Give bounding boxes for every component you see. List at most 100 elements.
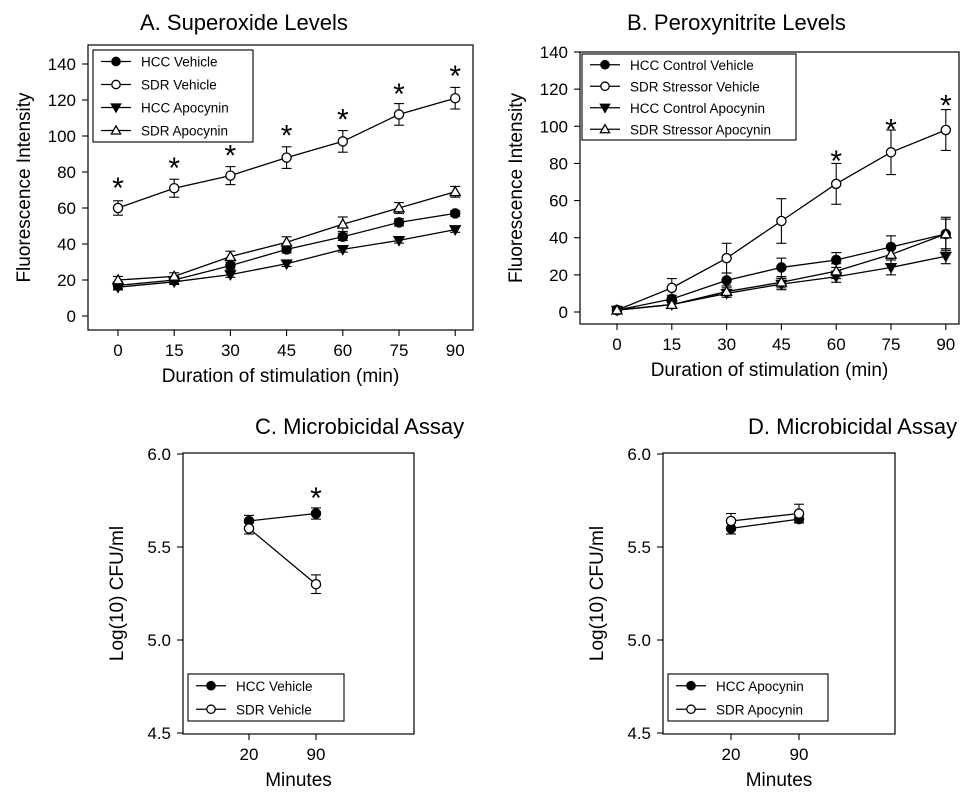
legend-marker xyxy=(599,123,611,134)
y-tick-label: 5.5 xyxy=(147,538,171,557)
x-tick-label: 90 xyxy=(307,745,326,764)
data-point xyxy=(830,264,843,276)
data-point xyxy=(337,136,349,147)
x-tick-label: 75 xyxy=(390,341,409,360)
y-tick-label: 40 xyxy=(57,235,76,254)
legend-label: SDR Stressor Vehicle xyxy=(630,79,760,94)
significance-asterisk: * xyxy=(940,89,952,122)
y-tick-label: 120 xyxy=(48,91,76,110)
y-tick-label: 0 xyxy=(67,307,76,326)
series-sdr-vehicle xyxy=(243,522,322,595)
legend-label: HCC Control Apocynin xyxy=(630,101,765,116)
data-point xyxy=(168,182,180,194)
y-tick-label: 5.0 xyxy=(147,631,171,650)
legend-box xyxy=(667,673,829,722)
panel-title: B. Peroxynitrite Levels xyxy=(627,10,846,35)
data-point xyxy=(665,298,678,310)
y-axis-label: Fluorescence Intensity xyxy=(506,92,527,283)
data-point xyxy=(449,92,461,104)
panel-title: A. Superoxide Levels xyxy=(140,10,348,35)
series-line xyxy=(248,512,317,522)
legend-label: SDR Vehicle xyxy=(236,702,312,717)
panel-title: D. Microbicidal Assay xyxy=(748,414,957,439)
legend-marker xyxy=(599,103,611,114)
significance-asterisk: * xyxy=(449,60,461,93)
series-line xyxy=(730,512,800,522)
y-tick-label: 60 xyxy=(549,192,568,211)
y-tick-label: 80 xyxy=(549,154,568,173)
data-point xyxy=(310,578,322,590)
data-point xyxy=(393,217,405,228)
y-tick-label: 40 xyxy=(549,229,568,248)
x-tick-label: 60 xyxy=(333,341,352,360)
significance-asterisk: * xyxy=(310,482,322,515)
data-point xyxy=(885,147,897,158)
chart-panel-b: B. Peroxynitrite Levels 0 20 40 60 80 100 120 14… xyxy=(506,10,960,381)
data-point xyxy=(111,273,125,285)
series-line xyxy=(248,527,317,585)
data-point xyxy=(168,270,181,281)
panel-title: C. Microbicidal Assay xyxy=(255,414,464,439)
y-axis-label: Log(10) CFU/ml xyxy=(587,526,608,661)
legend: HCC Control Vehicle SDR Stressor Vehicle H… xyxy=(581,53,797,141)
significance-asterisk: * xyxy=(337,103,349,136)
data-point xyxy=(225,170,236,181)
data-point xyxy=(336,217,349,229)
data-point xyxy=(337,231,349,243)
y-axis-label: Fluorescence Intensity xyxy=(14,92,35,283)
legend-label: SDR Vehicle xyxy=(141,78,217,93)
x-tick-label: 20 xyxy=(722,745,741,764)
data-point xyxy=(775,275,788,287)
series-sdr-apocynin xyxy=(725,503,805,529)
y-tick-label: 60 xyxy=(57,199,76,218)
y-tick-label: 120 xyxy=(540,80,568,99)
y-tick-label: 20 xyxy=(549,266,568,285)
data-point xyxy=(112,202,124,214)
x-tick-label: 60 xyxy=(827,335,846,354)
legend: HCC Vehicle SDR Vehicle HCC Apocynin SDR Ap… xyxy=(92,49,254,143)
legend-marker xyxy=(111,56,121,67)
y-tick-label: 100 xyxy=(48,127,76,146)
plot-frame xyxy=(87,44,474,331)
legend-label: HCC Vehicle xyxy=(236,679,313,694)
significance-asterisk: * xyxy=(281,120,293,153)
legend-marker xyxy=(600,81,610,92)
significance-asterisk: * xyxy=(225,139,237,172)
series-sdr-vehicle xyxy=(112,86,461,216)
data-point xyxy=(610,303,624,315)
y-tick-label: 0 xyxy=(559,303,568,322)
x-tick-label: 90 xyxy=(790,745,809,764)
y-tick-label: 20 xyxy=(57,271,76,290)
legend-box xyxy=(92,49,254,143)
x-axis-label: Minutes xyxy=(265,770,332,791)
plot-frame xyxy=(579,51,960,325)
data-point xyxy=(224,270,237,281)
legend: HCC Apocynin SDR Apocynin xyxy=(667,673,829,722)
y-tick-label: 5.0 xyxy=(627,631,651,650)
series-line xyxy=(730,518,800,530)
x-tick-label: 20 xyxy=(240,745,259,764)
significance-asterisk: * xyxy=(393,78,405,111)
legend-marker xyxy=(686,680,696,691)
legend-label: HCC Control Vehicle xyxy=(630,58,754,73)
legend-marker xyxy=(686,704,696,715)
legend-marker xyxy=(206,680,216,691)
chart-panel-d: D. Microbicidal Assay 4.5 5.0 5.5 6.0 20 90 Min… xyxy=(587,414,957,791)
data-point xyxy=(720,285,733,297)
significance-asterisk: * xyxy=(885,113,897,146)
data-point xyxy=(224,250,237,262)
legend-label: SDR Stressor Apocynin xyxy=(630,122,771,137)
legend-label: HCC Apocynin xyxy=(716,679,804,694)
series-sdr-apocynin xyxy=(111,185,462,285)
data-point xyxy=(721,252,732,264)
y-tick-label: 140 xyxy=(48,55,76,74)
data-point xyxy=(449,225,462,236)
x-tick-label: 90 xyxy=(446,341,465,360)
significance-asterisk: * xyxy=(830,145,842,178)
x-axis-label: Duration of stimulation (min) xyxy=(651,360,889,381)
x-axis-label: Minutes xyxy=(746,770,813,791)
x-tick-label: 45 xyxy=(277,341,296,360)
data-point xyxy=(666,282,678,294)
plot-frame xyxy=(182,452,415,735)
series-sdr-stressor-apocynin xyxy=(610,216,952,315)
